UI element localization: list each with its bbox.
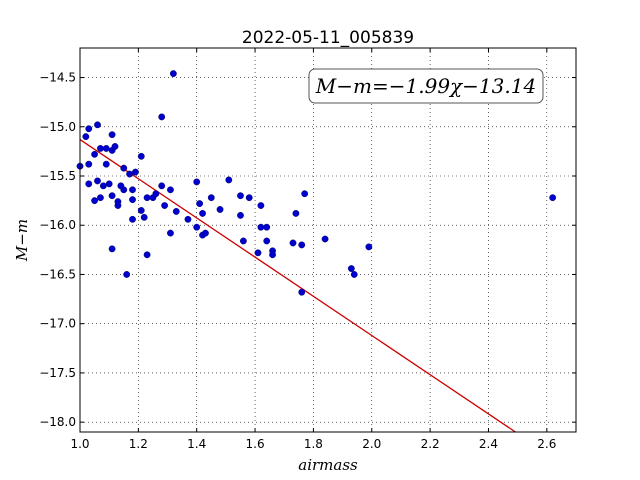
data-point — [347, 265, 355, 272]
data-point — [91, 197, 98, 205]
data-point — [167, 186, 174, 194]
data-point — [108, 131, 116, 139]
data-point — [257, 202, 265, 209]
x-tick-label: 1.6 — [246, 437, 265, 451]
data-point — [108, 245, 116, 253]
data-point — [237, 192, 244, 200]
y-axis-label: M−m — [13, 219, 31, 262]
data-point — [257, 223, 265, 231]
data-point — [298, 241, 306, 249]
data-point — [350, 271, 358, 278]
plot-frame — [79, 47, 577, 433]
data-point — [97, 194, 104, 202]
data-point — [82, 133, 90, 141]
x-tick-label: 1.0 — [70, 437, 89, 451]
grid — [79, 48, 576, 432]
data-point — [216, 206, 224, 213]
y-tick-label: −14.5 — [39, 71, 76, 85]
y-tick-label: −16.5 — [39, 267, 76, 281]
annotation-box — [308, 68, 544, 104]
data-point — [193, 223, 201, 231]
y-tick-label: −18.0 — [39, 415, 76, 429]
data-point — [129, 196, 136, 204]
x-tick-label: 2.4 — [479, 437, 498, 451]
data-point — [169, 70, 177, 78]
data-point — [108, 192, 116, 200]
axis-ticks: 1.0 1.2 1.4 1.6 1.8 2.0 2.2 2.4 2.6 −14.5 −15.0 −15… — [39, 48, 576, 451]
data-point — [549, 194, 557, 202]
chart-title: 2022-05-11_005839 — [242, 28, 414, 48]
data-point — [263, 223, 271, 231]
data-point — [129, 186, 136, 194]
data-point — [167, 229, 174, 237]
data-point — [120, 164, 128, 172]
x-tick-label: 2.6 — [537, 437, 556, 451]
x-tick-label: 1.4 — [187, 437, 206, 451]
data-point — [292, 210, 300, 217]
fit-line — [79, 139, 516, 433]
data-point — [301, 190, 309, 198]
data-point — [137, 152, 145, 160]
data-point — [158, 113, 166, 121]
data-point — [120, 186, 128, 194]
data-point — [196, 200, 204, 207]
data-point — [91, 150, 98, 158]
x-tick-label: 1.8 — [304, 437, 323, 451]
data-point — [111, 143, 119, 150]
data-point — [140, 213, 148, 221]
data-points — [76, 70, 557, 296]
data-point — [269, 251, 276, 259]
data-point — [161, 202, 169, 209]
data-point — [158, 182, 166, 190]
data-point — [143, 194, 151, 202]
data-point — [321, 235, 329, 243]
y-tick-label: −15.5 — [39, 169, 76, 183]
data-point — [129, 215, 136, 223]
y-tick-label: −17.0 — [39, 317, 76, 331]
y-tick-label: −15.0 — [39, 120, 76, 134]
data-point — [152, 190, 160, 198]
data-point — [172, 208, 180, 215]
data-point — [225, 176, 233, 184]
data-point — [237, 211, 244, 219]
data-point — [365, 243, 373, 251]
fit-line-group — [79, 139, 516, 433]
data-point — [97, 145, 104, 152]
data-point — [114, 202, 122, 209]
data-point — [102, 160, 110, 168]
data-point — [193, 178, 201, 186]
data-point — [85, 160, 93, 168]
x-axis-label: airmass — [298, 456, 358, 474]
data-point — [239, 237, 247, 245]
data-point — [298, 288, 306, 296]
data-point — [85, 125, 93, 133]
data-point — [254, 249, 262, 257]
data-point — [132, 168, 139, 176]
data-point — [85, 180, 93, 188]
data-point — [126, 170, 134, 178]
x-tick-label: 2.2 — [421, 437, 440, 451]
data-point — [289, 239, 297, 247]
data-point — [94, 121, 101, 129]
data-point — [123, 271, 131, 278]
data-point — [202, 229, 209, 237]
equation-annotation: M−m=−1.99χ−13.14 — [308, 68, 544, 104]
y-tick-label: −16.0 — [39, 218, 76, 232]
annotation-text: M−m=−1.99χ−13.14 — [315, 74, 536, 98]
x-tick-label: 1.2 — [129, 437, 148, 451]
data-point — [102, 145, 110, 152]
data-point — [207, 194, 215, 202]
data-point — [105, 180, 113, 188]
data-point — [199, 210, 206, 217]
data-point — [245, 194, 253, 202]
data-point — [143, 251, 151, 259]
data-point — [137, 207, 145, 214]
x-tick-label: 2.0 — [362, 437, 381, 451]
data-point — [263, 237, 271, 245]
data-point — [94, 177, 101, 185]
data-point — [184, 215, 192, 223]
y-tick-label: −17.5 — [39, 366, 76, 380]
data-point — [99, 182, 107, 190]
